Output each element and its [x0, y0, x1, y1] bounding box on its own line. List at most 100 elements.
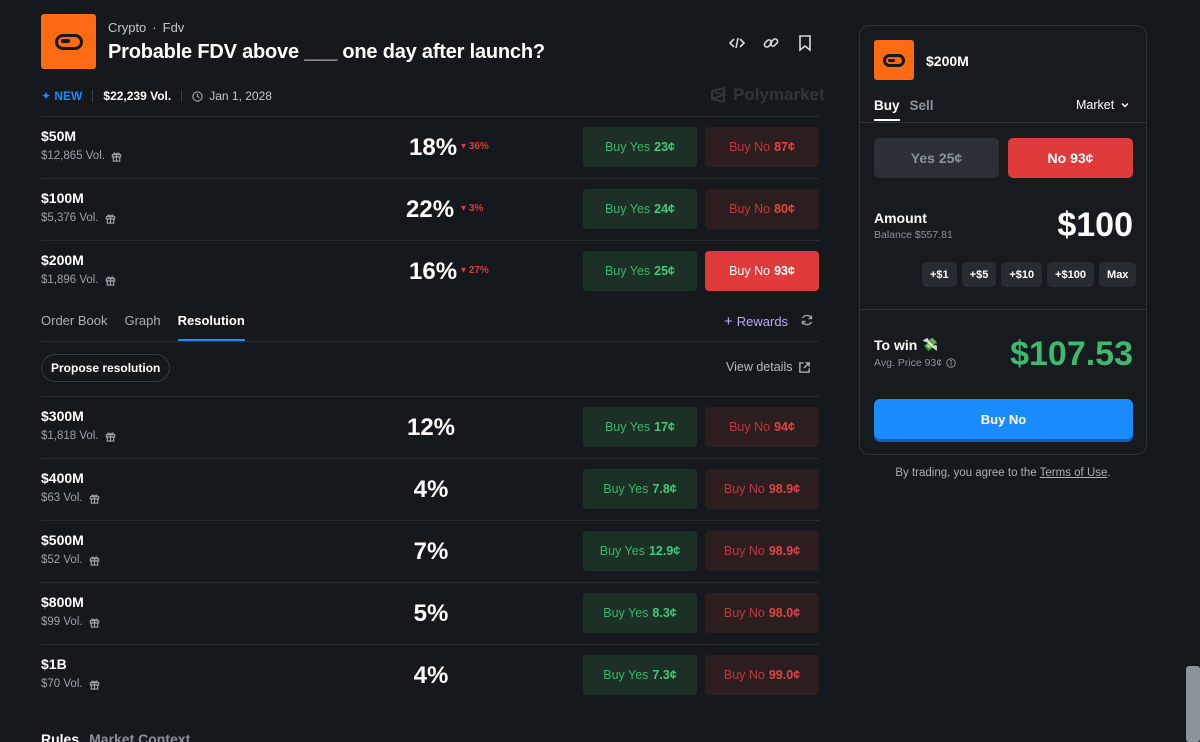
rewards-link[interactable]: + Rewards	[724, 313, 789, 330]
chevron-down-icon	[1120, 100, 1130, 110]
add-100-button[interactable]: +$100	[1047, 262, 1095, 287]
buy-yes-button[interactable]: Buy Yes 25¢	[583, 251, 697, 291]
buy-no-button[interactable]: Buy No 99.0¢	[705, 655, 819, 695]
propose-resolution-button[interactable]: Propose resolution	[41, 354, 171, 382]
gift-icon[interactable]	[105, 275, 116, 286]
buy-no-button[interactable]: Buy No 98.0¢	[705, 593, 819, 633]
buy-yes-button[interactable]: Buy Yes 8.3¢	[583, 593, 697, 633]
panel-divider	[860, 122, 1146, 123]
info-icon[interactable]	[946, 358, 956, 368]
buy-no-button[interactable]: Buy No 98.9¢	[705, 469, 819, 509]
market-volume: $5,376 Vol.	[41, 212, 99, 224]
buy-yes-button[interactable]: Buy Yes 7.3¢	[583, 655, 697, 695]
buy-no-submit-button[interactable]: Buy No	[874, 399, 1133, 439]
gift-icon[interactable]	[89, 679, 100, 690]
market-volume: $99 Vol.	[41, 616, 83, 628]
tab-market-context[interactable]: Market Context	[89, 731, 191, 742]
external-link-icon	[798, 361, 811, 374]
market-volume: $63 Vol.	[41, 492, 83, 504]
market-label: $300M	[41, 408, 84, 424]
market-probability: 22%	[406, 196, 455, 223]
market-volume: $1,818 Vol.	[41, 430, 99, 442]
market-probability: 12%	[406, 414, 456, 441]
market-label: $500M	[41, 532, 84, 548]
panel-title: $200M	[926, 53, 969, 69]
gift-icon[interactable]	[89, 617, 100, 628]
market-row[interactable]: $800M $99 Vol. 5% Buy Yes 8.3¢ Buy No 98.0…	[41, 582, 819, 644]
breadcrumb-subcategory[interactable]: Fdv	[162, 20, 185, 35]
buy-no-button[interactable]: Buy No 87¢	[705, 127, 819, 167]
market-row[interactable]: $300M $1,818 Vol. 12% Buy Yes 17¢ Buy No 9…	[41, 396, 819, 458]
amount-input[interactable]: $100	[1057, 206, 1133, 244]
panel-market-logo	[874, 40, 914, 80]
tabs-divider	[41, 341, 819, 342]
view-details-link[interactable]: View details	[726, 360, 811, 374]
outcome-no-button[interactable]: No 93¢	[1008, 138, 1133, 178]
add-10-button[interactable]: +$10	[1001, 262, 1043, 287]
gift-icon[interactable]	[111, 151, 122, 162]
market-probability: 4%	[413, 476, 449, 503]
market-volume: $52 Vol.	[41, 554, 83, 566]
market-probability: 18%	[409, 134, 458, 161]
gift-icon[interactable]	[105, 213, 116, 224]
tab-resolution[interactable]: Resolution	[177, 313, 245, 341]
money-icon: 💸	[922, 337, 939, 352]
outcome-yes-button[interactable]: Yes 25¢	[874, 138, 999, 178]
buy-yes-button[interactable]: Buy Yes 17¢	[583, 407, 697, 447]
plus-icon: +	[724, 313, 733, 330]
avg-price: Avg. Price 93¢	[874, 357, 956, 369]
link-icon[interactable]	[761, 33, 781, 53]
market-volume: $1,896 Vol.	[41, 274, 99, 286]
tab-rules[interactable]: Rules	[41, 731, 80, 742]
tab-buy[interactable]: Buy	[874, 98, 900, 121]
market-row[interactable]: $1B $70 Vol. 4% Buy Yes 7.3¢ Buy No 99.0¢	[41, 644, 819, 706]
max-button[interactable]: Max	[1099, 262, 1137, 287]
market-volume: $12,865 Vol.	[41, 150, 105, 162]
buy-no-button[interactable]: Buy No 80¢	[705, 189, 819, 229]
market-row[interactable]: $500M $52 Vol. 7% Buy Yes 12.9¢ Buy No 98.…	[41, 520, 819, 582]
market-label: $50M	[41, 128, 77, 144]
breadcrumb-category[interactable]: Crypto	[108, 20, 147, 35]
terms-of-use-link[interactable]: Terms of Use	[1039, 467, 1108, 479]
refresh-icon[interactable]	[800, 313, 814, 327]
tab-sell[interactable]: Sell	[909, 98, 934, 113]
bookmark-icon[interactable]	[795, 33, 815, 53]
market-row[interactable]: $50M $12,865 Vol. 18% ▾ 36% Buy Yes 23¢ B…	[41, 116, 819, 178]
gift-icon[interactable]	[89, 493, 100, 504]
amount-chips: +$1 +$5 +$10 +$100 Max	[922, 262, 1137, 287]
tab-order-book[interactable]: Order Book	[41, 313, 108, 328]
buy-no-button[interactable]: Buy No 94¢	[705, 407, 819, 447]
buy-no-button[interactable]: Buy No 93¢	[705, 251, 819, 291]
buy-yes-button[interactable]: Buy Yes 23¢	[583, 127, 697, 167]
market-probability: 7%	[413, 538, 449, 565]
gift-icon[interactable]	[105, 431, 116, 442]
market-probability: 4%	[413, 662, 449, 689]
panel-divider	[860, 309, 1146, 310]
buy-yes-button[interactable]: Buy Yes 12.9¢	[583, 531, 697, 571]
order-type-select[interactable]: Market	[1076, 98, 1130, 112]
new-badge: ✦ NEW	[41, 89, 83, 103]
market-label: $100M	[41, 190, 84, 206]
market-row[interactable]: $100M $5,376 Vol. 22% ▾ 3% Buy Yes 24¢ Bu…	[41, 178, 819, 240]
add-5-button[interactable]: +$5	[961, 262, 997, 287]
buy-yes-button[interactable]: Buy Yes 7.8¢	[583, 469, 697, 509]
balance-text: Balance $557.81	[874, 229, 953, 241]
trade-panel: $200M Buy Sell Market Yes 25¢ No 93¢ Amo…	[859, 25, 1147, 455]
tab-graph[interactable]: Graph	[124, 313, 161, 328]
add-1-button[interactable]: +$1	[922, 262, 957, 287]
market-row[interactable]: $400M $63 Vol. 4% Buy Yes 7.8¢ Buy No 98.9…	[41, 458, 819, 520]
gift-icon[interactable]	[89, 555, 100, 566]
market-probability: 16%	[409, 258, 458, 285]
market-probability: 5%	[413, 600, 449, 627]
buy-no-button[interactable]: Buy No 98.9¢	[705, 531, 819, 571]
down-arrow-icon: ▾	[461, 203, 467, 214]
market-volume: $70 Vol.	[41, 678, 83, 690]
buy-yes-button[interactable]: Buy Yes 24¢	[583, 189, 697, 229]
market-label: $200M	[41, 252, 84, 268]
code-embed-icon[interactable]	[727, 33, 747, 53]
to-win-label: To win 💸	[874, 337, 939, 353]
scrollbar-thumb[interactable]	[1186, 666, 1200, 742]
amount-label: Amount	[874, 210, 927, 226]
total-volume: $22,239 Vol.	[103, 89, 172, 103]
market-row[interactable]: $200M $1,896 Vol. 16% ▾ 27% Buy Yes 25¢ B…	[41, 240, 819, 302]
